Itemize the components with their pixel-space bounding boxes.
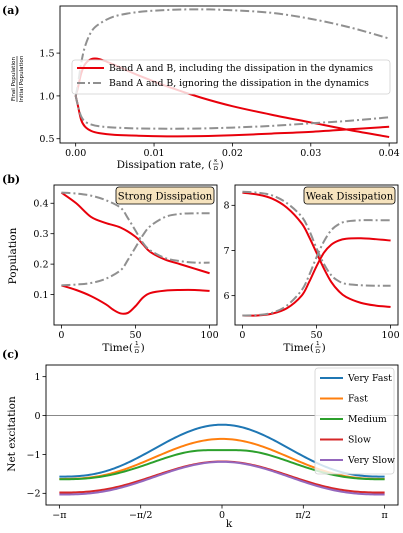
y-tick-label-3-1: −1 bbox=[26, 450, 40, 461]
x-tick-label-1-1: 50 bbox=[129, 330, 141, 341]
ylabel-c: Net excitation bbox=[6, 396, 18, 472]
series-b1-2 bbox=[61, 191, 210, 264]
xlabel-a-frac-den: Ω bbox=[214, 166, 219, 172]
strong-dissipation-label: Strong Dissipation bbox=[118, 192, 213, 203]
ylabel-a: Final Population Initial Population bbox=[11, 55, 25, 102]
series-b2-3 bbox=[242, 219, 391, 317]
y-tick-label-0-0: 0.5 bbox=[39, 134, 54, 145]
y-tick-label-1-1: 0.2 bbox=[33, 260, 48, 271]
y-tick-label-1-0: 0.1 bbox=[33, 290, 48, 301]
strong-dissipation-box bbox=[115, 186, 215, 205]
plot-frame-3 bbox=[45, 364, 399, 506]
xlabel-b2-close: ) bbox=[322, 342, 326, 354]
y-tick-label-0-1: 1.0 bbox=[39, 91, 54, 102]
legend-a-box bbox=[71, 59, 391, 95]
xlabel-b2-frac: 1Ω bbox=[315, 341, 321, 355]
xlabel-b1-frac-den: Ω bbox=[135, 349, 140, 355]
x-tick-label-0-0: 0.00 bbox=[65, 148, 86, 159]
y-tick-label-0-2: 1.5 bbox=[39, 48, 54, 59]
legend-c: Very Fast Fast Medium Slow Very Slow bbox=[314, 367, 395, 475]
xlabel-b1-close: ) bbox=[141, 342, 145, 354]
x-tick-label-3-1: −π/2 bbox=[129, 510, 152, 521]
legend-a-label-1: Band A and B, ignoring the dissipation i… bbox=[109, 78, 369, 89]
legend-c-label-0: Very Fast bbox=[347, 373, 392, 384]
x-tick-label-0-4: 0.04 bbox=[379, 148, 400, 159]
x-tick-label-1-2: 100 bbox=[201, 330, 219, 341]
plot-frame-0 bbox=[59, 5, 398, 144]
x-tick-label-0-2: 0.02 bbox=[222, 148, 243, 159]
xlabel-b2-frac-num: 1 bbox=[316, 341, 320, 347]
ylabel-c-text: Net excitation bbox=[6, 396, 18, 472]
xlabel-b2-frac-den: Ω bbox=[316, 349, 321, 355]
xlabel-a-close: ) bbox=[220, 159, 224, 171]
legend-c-label-4: Very Slow bbox=[347, 455, 395, 466]
series-a-2 bbox=[74, 8, 390, 97]
legend-c-label-1: Fast bbox=[348, 394, 368, 405]
xlabel-c: k bbox=[226, 518, 233, 530]
series-b2-2 bbox=[242, 190, 391, 287]
xlabel-b1-frac-num: 1 bbox=[135, 341, 139, 347]
y-tick-label-3-0: −2 bbox=[26, 489, 40, 500]
x-tick-label-3-3: π/2 bbox=[296, 510, 312, 521]
legend-c-label-3: Slow bbox=[348, 435, 371, 446]
x-tick-label-2-0: 0 bbox=[239, 330, 245, 341]
xlabel-a-frac: κΩ bbox=[213, 158, 219, 172]
plot-frame-1 bbox=[53, 184, 218, 326]
series-a-3 bbox=[74, 95, 390, 130]
panel-label-a: (a) bbox=[2, 4, 20, 17]
y-tick-label-1-2: 0.3 bbox=[33, 229, 48, 240]
series-b1-3 bbox=[61, 212, 210, 287]
ylabel-b-text: Population bbox=[7, 227, 19, 284]
x-tick-label-3-2: 0 bbox=[219, 510, 225, 521]
series-b1-1 bbox=[61, 284, 210, 315]
weak-dissipation-label: Weak Dissipation bbox=[306, 192, 394, 203]
panel-label-b: (b) bbox=[2, 173, 20, 186]
x-tick-label-3-4: π bbox=[381, 510, 387, 521]
x-tick-label-2-2: 100 bbox=[382, 330, 400, 341]
x-tick-label-0-1: 0.01 bbox=[143, 148, 164, 159]
xlabel-a-frac-num: κ bbox=[214, 158, 218, 164]
y-tick-label-3-3: 1 bbox=[34, 372, 40, 383]
weak-dissipation-box bbox=[303, 186, 396, 205]
xlabel-a: Dissipation rate, ( bbox=[117, 159, 212, 171]
x-tick-label-1-0: 0 bbox=[58, 330, 64, 341]
y-tick-label-1-3: 0.4 bbox=[33, 199, 48, 210]
ylabel-a-den: Initial Population bbox=[19, 55, 25, 102]
legend-c-label-2: Medium bbox=[348, 414, 387, 425]
ylabel-a-num: Final Population bbox=[11, 57, 17, 102]
legend-a-label-0: Band A and B, including the dissipation … bbox=[109, 63, 373, 74]
plot-frame-2 bbox=[234, 184, 399, 326]
x-tick-label-3-0: −π bbox=[52, 510, 66, 521]
y-tick-label-2-1: 7 bbox=[223, 246, 229, 257]
y-tick-label-2-0: 6 bbox=[223, 291, 229, 302]
y-tick-label-2-2: 8 bbox=[223, 201, 229, 212]
x-tick-label-0-3: 0.03 bbox=[300, 148, 321, 159]
panel-label-c: (c) bbox=[2, 348, 19, 361]
xlabel-b1-frac: 1Ω bbox=[134, 341, 140, 355]
ylabel-b: Population bbox=[7, 227, 19, 284]
series-a-1 bbox=[74, 95, 390, 138]
legend-a: Band A and B, including the dissipation … bbox=[71, 59, 391, 95]
xlabel-b2: Time( bbox=[283, 342, 314, 354]
xlabel-b1: Time( bbox=[102, 342, 133, 354]
x-tick-label-2-1: 50 bbox=[310, 330, 322, 341]
series-c-4 bbox=[59, 460, 385, 496]
legend-c-box bbox=[314, 367, 395, 475]
y-tick-label-3-2: 0 bbox=[34, 411, 40, 422]
